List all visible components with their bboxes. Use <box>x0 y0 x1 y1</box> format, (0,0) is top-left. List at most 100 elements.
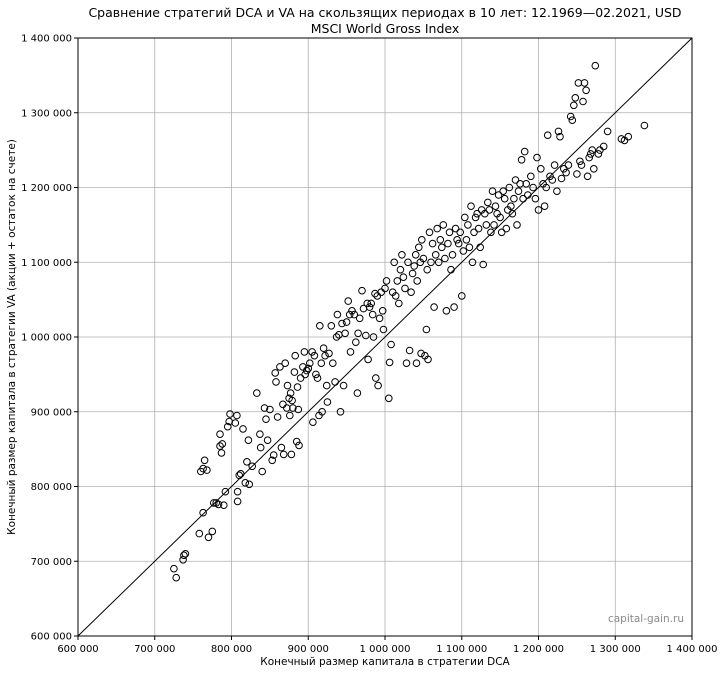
data-point-74 <box>304 364 313 373</box>
data-point-85 <box>319 344 328 353</box>
data-point-153 <box>418 236 426 244</box>
data-point-50 <box>276 363 284 371</box>
data-point-16 <box>216 430 224 439</box>
data-point-9 <box>200 456 209 465</box>
data-point-59 <box>286 389 295 397</box>
data-point-44 <box>266 405 274 414</box>
data-point-42 <box>262 415 270 424</box>
data-point-223 <box>524 191 532 199</box>
data-point-172 <box>445 228 454 237</box>
data-point-237 <box>553 187 561 195</box>
data-point-130 <box>385 358 394 367</box>
data-point-179 <box>456 228 465 237</box>
data-point-217 <box>514 187 523 195</box>
data-point-116 <box>367 299 376 308</box>
data-point-92 <box>331 378 339 386</box>
data-point-49 <box>273 413 282 421</box>
data-point-109 <box>355 314 364 323</box>
data-point-61 <box>288 396 296 405</box>
data-point-120 <box>372 374 380 382</box>
data-point-173 <box>447 265 455 274</box>
y-tick-label-8: 1 400 000 <box>21 34 72 45</box>
data-point-259 <box>590 165 598 173</box>
data-point-66 <box>293 383 302 391</box>
data-point-45 <box>268 456 277 465</box>
data-point-29 <box>235 471 243 480</box>
data-point-115 <box>365 303 374 311</box>
data-point-13 <box>210 499 218 507</box>
data-point-91 <box>329 359 337 368</box>
chart-title: Сравнение стратегий DCA и VA на скользящ… <box>88 5 681 20</box>
data-point-17 <box>216 442 224 450</box>
data-point-183 <box>462 236 471 244</box>
data-point-11 <box>204 533 213 542</box>
data-point-5 <box>195 529 204 538</box>
y-tick-label-6: 1 200 000 <box>21 183 72 194</box>
data-point-21 <box>221 487 230 496</box>
data-point-184 <box>464 221 472 229</box>
data-point-46 <box>269 451 278 459</box>
data-point-47 <box>271 369 280 377</box>
data-point-181 <box>459 247 468 255</box>
data-point-228 <box>534 206 543 214</box>
data-point-135 <box>393 277 402 285</box>
data-point-231 <box>540 202 549 210</box>
data-point-159 <box>425 228 434 237</box>
data-point-161 <box>428 239 437 248</box>
data-point-187 <box>468 258 477 267</box>
data-point-77 <box>309 418 317 427</box>
data-point-158 <box>424 355 432 364</box>
x-tick-label-2: 800 000 <box>211 644 252 655</box>
data-point-99 <box>341 329 349 338</box>
chart-subtitle: MSCI World Gross Index <box>311 21 460 36</box>
data-point-244 <box>566 112 575 121</box>
data-point-251 <box>577 161 586 169</box>
data-point-195 <box>481 209 489 218</box>
data-point-253 <box>580 79 589 87</box>
data-point-102 <box>345 310 354 319</box>
data-point-178 <box>454 239 463 248</box>
data-point-154 <box>419 254 428 263</box>
data-point-233 <box>543 131 552 139</box>
data-point-209 <box>502 224 511 233</box>
data-point-194 <box>479 260 488 269</box>
data-point-31 <box>239 425 247 433</box>
data-point-225 <box>529 183 537 192</box>
data-point-165 <box>434 258 443 267</box>
data-point-157 <box>423 265 432 274</box>
data-point-94 <box>333 310 342 319</box>
x-tick-label-1: 700 000 <box>134 644 175 655</box>
data-point-58 <box>286 411 294 420</box>
data-point-63 <box>290 368 299 376</box>
data-point-52 <box>279 400 287 409</box>
y-axis-ticks: 600 000 700 000 800 000 900 000 1 000 000 1 1… <box>21 34 78 643</box>
data-point-4 <box>181 550 190 558</box>
data-point-35 <box>245 480 253 489</box>
data-point-26 <box>233 411 241 420</box>
data-point-126 <box>379 325 388 334</box>
data-point-101 <box>344 297 353 305</box>
data-point-40 <box>258 467 267 476</box>
reference-line-y-equals-x <box>77 37 693 637</box>
data-point-28 <box>233 497 242 506</box>
data-point-211 <box>505 183 514 192</box>
x-tick-label-7: 1 300 000 <box>590 644 641 655</box>
data-point-55 <box>283 404 291 412</box>
data-point-134 <box>391 292 400 300</box>
data-point-68 <box>295 441 303 450</box>
data-point-199 <box>487 228 495 237</box>
data-point-133 <box>390 258 399 267</box>
data-point-207 <box>499 187 508 195</box>
data-point-64 <box>291 351 300 360</box>
data-point-208 <box>500 194 509 203</box>
data-point-100 <box>342 318 351 326</box>
data-point-221 <box>520 147 529 156</box>
data-point-103 <box>346 348 355 356</box>
data-point-84 <box>318 408 326 416</box>
data-point-202 <box>491 202 500 210</box>
x-tick-label-5: 1 100 000 <box>436 644 487 655</box>
data-point-142 <box>404 258 412 267</box>
data-point-152 <box>417 349 425 358</box>
x-axis-label: Конечный размер капитала в стратегии DCA <box>260 656 510 668</box>
data-point-51 <box>277 443 286 452</box>
